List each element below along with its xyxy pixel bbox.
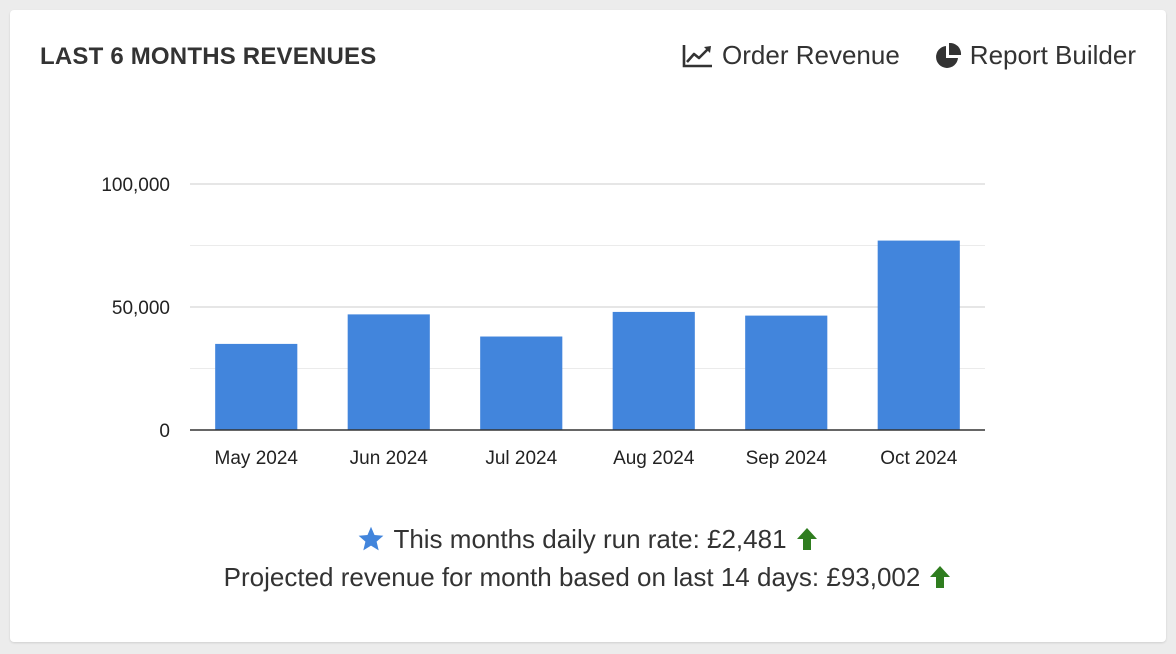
bar — [347, 314, 430, 430]
bar — [215, 343, 298, 430]
bar — [480, 336, 563, 430]
x-tick-label: Jul 2024 — [485, 448, 557, 469]
x-tick-label: May 2024 — [215, 448, 299, 469]
x-tick-label: Aug 2024 — [613, 448, 695, 469]
up-arrow-icon — [795, 526, 819, 552]
projected-row: Projected revenue for month based on las… — [10, 558, 1166, 596]
revenue-bar-chart: 0 50,000 100,000 May 2024 Jun 2024 Jul 2024 Au… — [101, 175, 985, 469]
line-chart-icon — [682, 43, 714, 69]
order-revenue-link[interactable]: Order Revenue — [682, 40, 900, 71]
y-tick-label: 100,000 — [101, 175, 170, 196]
bar — [612, 311, 695, 430]
up-arrow-icon — [928, 564, 952, 590]
run-rate-row: This months daily run rate: £2,481 — [10, 520, 1166, 558]
x-tick-label: Jun 2024 — [350, 448, 429, 469]
report-builder-link[interactable]: Report Builder — [934, 40, 1136, 71]
x-tick-label: Oct 2024 — [880, 448, 958, 469]
star-icon — [357, 525, 385, 553]
pie-chart-icon — [934, 42, 962, 70]
bar — [745, 315, 828, 430]
y-tick-label: 0 — [159, 421, 170, 442]
run-rate-text: This months daily run rate: £2,481 — [393, 523, 787, 554]
header-actions: Order Revenue Report Builder — [682, 40, 1136, 71]
report-builder-label: Report Builder — [969, 40, 1136, 70]
projected-text: Projected revenue for month based on las… — [223, 561, 921, 592]
order-revenue-label: Order Revenue — [722, 40, 900, 70]
card-title: LAST 6 MONTHS REVENUES — [40, 43, 377, 70]
y-tick-label: 50,000 — [112, 298, 170, 319]
revenue-card: LAST 6 MONTHS REVENUES Order Revenue Rep… — [10, 10, 1166, 642]
stats-footer: This months daily run rate: £2,481 Proje… — [10, 520, 1166, 596]
x-tick-label: Sep 2024 — [746, 448, 828, 469]
bar — [877, 240, 960, 430]
